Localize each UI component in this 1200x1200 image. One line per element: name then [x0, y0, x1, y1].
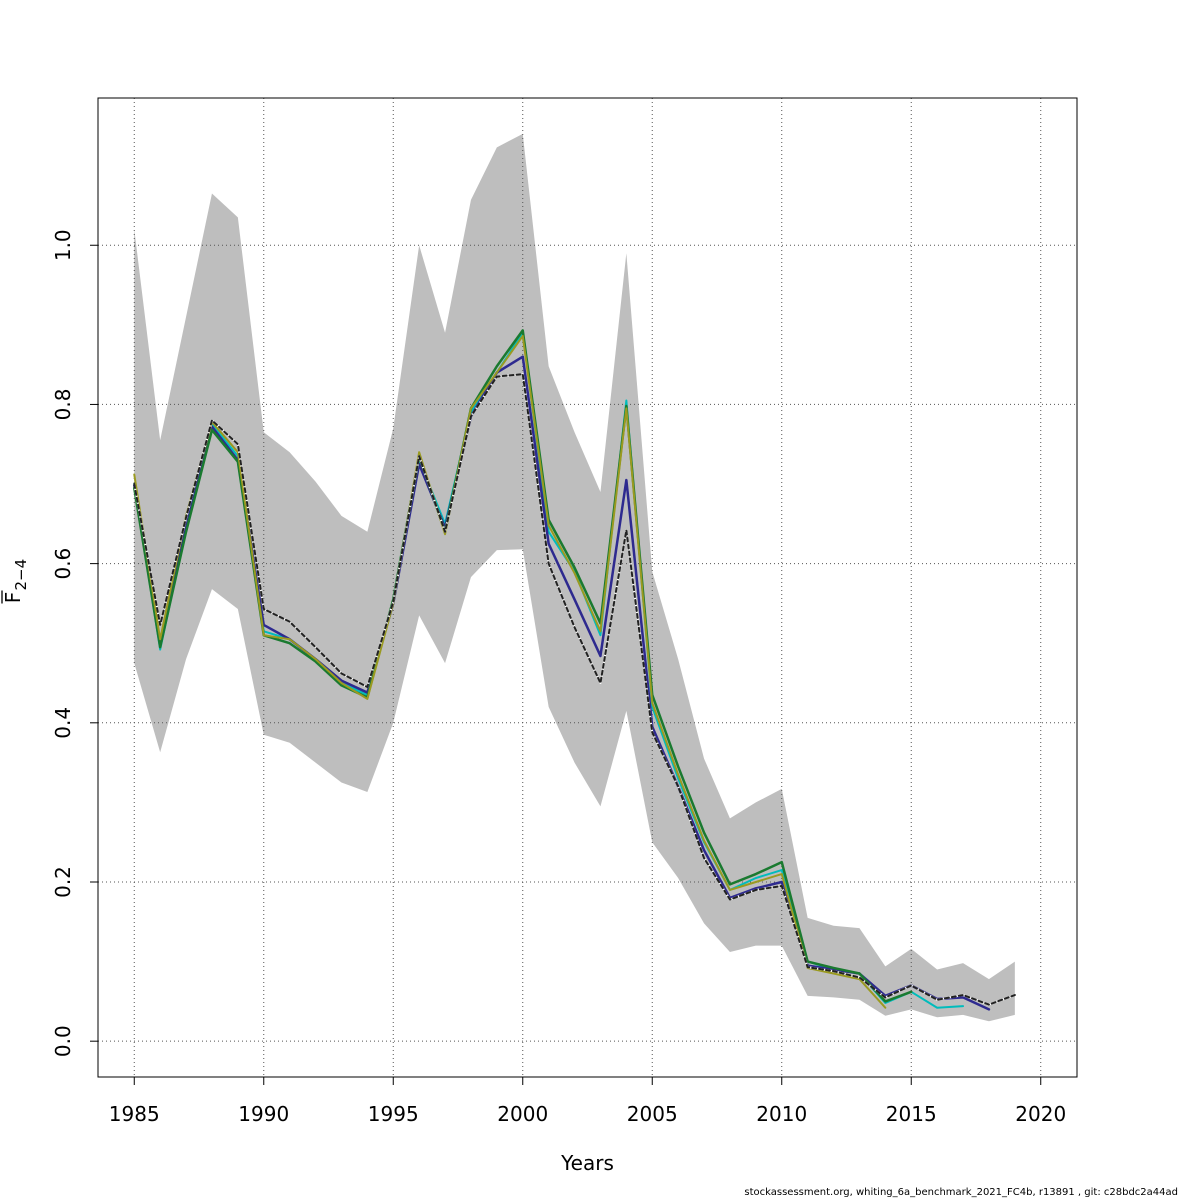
x-tick-label-1995: 1995 [368, 1102, 419, 1126]
y-tick-label-0.8: 0.8 [51, 389, 75, 421]
x-tick-label-2005: 2005 [627, 1102, 678, 1126]
y-tick-label-0.6: 0.6 [51, 548, 75, 580]
x-tick-label-2010: 2010 [756, 1102, 807, 1126]
confidence-band [134, 133, 1015, 1022]
y-axis: 0.0 0.2 0.4 0.6 0.8 1.0 [51, 229, 99, 1057]
x-tick-label-2000: 2000 [497, 1102, 548, 1126]
y-tick-label-0.4: 0.4 [51, 707, 75, 739]
series-3-line [133, 334, 887, 1009]
x-axis: 1985 1990 1995 2000 2005 2010 2015 2020 [109, 1076, 1066, 1126]
x-axis-title: Years [560, 1151, 614, 1175]
y-tick-label-0.2: 0.2 [51, 866, 75, 898]
y-axis-title-sub: 2−4 [12, 559, 30, 591]
footer-caption: stockassessment.org, whiting_6a_benchmar… [744, 1187, 1178, 1198]
confidence-band-layer [134, 133, 1015, 1022]
x-tick-label-1985: 1985 [109, 1102, 160, 1126]
y-tick-label-0.0: 0.0 [51, 1025, 75, 1057]
x-tick-label-2015: 2015 [886, 1102, 937, 1126]
x-tick-label-1990: 1990 [238, 1102, 289, 1126]
y-tick-label-1.0: 1.0 [51, 229, 75, 261]
y-axis-title-main: F [1, 592, 25, 604]
series-4-line [133, 373, 1016, 1006]
x-tick-label-2020: 2020 [1015, 1102, 1066, 1126]
y-axis-title: F 2−4 [1, 559, 30, 604]
series-layer [133, 329, 1016, 1011]
